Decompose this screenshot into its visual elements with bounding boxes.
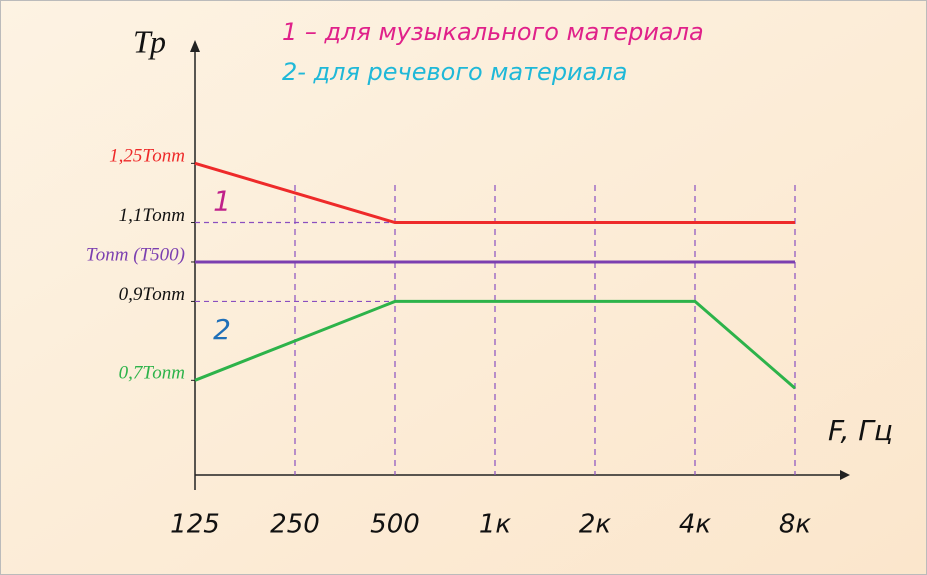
x-tick-label: 250 bbox=[270, 510, 320, 540]
x-tick-label: 1к bbox=[479, 510, 512, 540]
y-axis-label: Тр bbox=[133, 23, 166, 59]
series-line bbox=[194, 299, 796, 390]
x-tick-label: 8к bbox=[779, 510, 812, 540]
series-label: 2 bbox=[213, 313, 231, 346]
x-axis-label: F, Гц bbox=[828, 414, 893, 447]
y-tick-label: 0,7Топт bbox=[119, 363, 185, 384]
y-tick-label: 0,9Топт bbox=[119, 284, 185, 305]
x-tick-label: 500 bbox=[370, 510, 420, 540]
legend-entry: 1 – для музыкального материала bbox=[282, 18, 704, 46]
y-tick-label: 1,1Топт bbox=[119, 205, 185, 226]
series-label: 1 bbox=[213, 185, 231, 218]
x-tick-label: 125 bbox=[170, 510, 220, 540]
y-tick-label: 1,25Топт bbox=[109, 146, 185, 167]
series-line bbox=[194, 161, 795, 225]
x-tick-label: 4к bbox=[679, 510, 712, 540]
x-axis-arrow bbox=[840, 470, 850, 480]
y-tick-label: Топт (Т500) bbox=[86, 244, 185, 265]
y-axis-arrow bbox=[190, 40, 200, 52]
legend-entry: 2- для речевого материала bbox=[282, 58, 627, 86]
x-tick-label: 2к bbox=[579, 510, 612, 540]
